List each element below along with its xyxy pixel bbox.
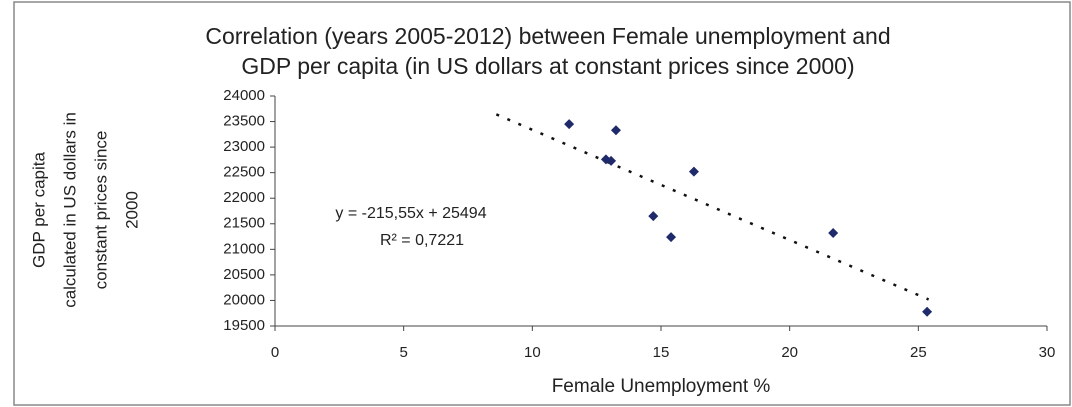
y-axis-label: calculated in US dollars in <box>60 112 79 308</box>
x-tick-label: 15 <box>653 344 670 361</box>
y-axis-label: 2000 <box>122 191 141 229</box>
data-point <box>564 119 575 130</box>
x-tick-label: 25 <box>910 344 927 361</box>
y-tick-label: 24000 <box>223 87 265 104</box>
data-point <box>922 306 933 317</box>
data-point <box>688 166 699 177</box>
x-tick-label: 30 <box>1039 344 1056 361</box>
x-axis-label: Female Unemployment % <box>552 376 771 397</box>
data-point <box>648 211 659 222</box>
y-tick-label: 23000 <box>223 138 265 155</box>
x-tick-label: 20 <box>781 344 798 361</box>
y-tick-label: 20000 <box>223 291 265 308</box>
y-axis-label: GDP per capita <box>29 152 48 268</box>
y-tick-label: 19500 <box>223 317 265 334</box>
frame <box>13 1 1071 406</box>
trendline-r2: R² = 0,7221 <box>380 232 464 249</box>
chart-title: Correlation (years 2005-2012) between Fe… <box>205 23 890 49</box>
y-tick-label: 23500 <box>223 113 265 130</box>
x-tick-label: 5 <box>399 344 407 361</box>
y-tick-label: 20500 <box>223 266 265 283</box>
data-point <box>606 155 617 166</box>
trendline-equation: y = -215,55x + 25494 <box>335 205 486 222</box>
x-tick-label: 10 <box>524 344 541 361</box>
x-tick-label: 0 <box>271 344 279 361</box>
y-tick-label: 21500 <box>223 215 265 232</box>
y-tick-label: 22000 <box>223 189 265 206</box>
data-point <box>610 125 621 136</box>
data-point <box>828 227 839 238</box>
chart-title: GDP per capita (in US dollars at constan… <box>241 53 854 79</box>
y-axis-label: constant prices since <box>91 131 110 290</box>
y-tick-label: 22500 <box>223 164 265 181</box>
y-tick-label: 21000 <box>223 240 265 257</box>
data-point <box>666 232 677 243</box>
